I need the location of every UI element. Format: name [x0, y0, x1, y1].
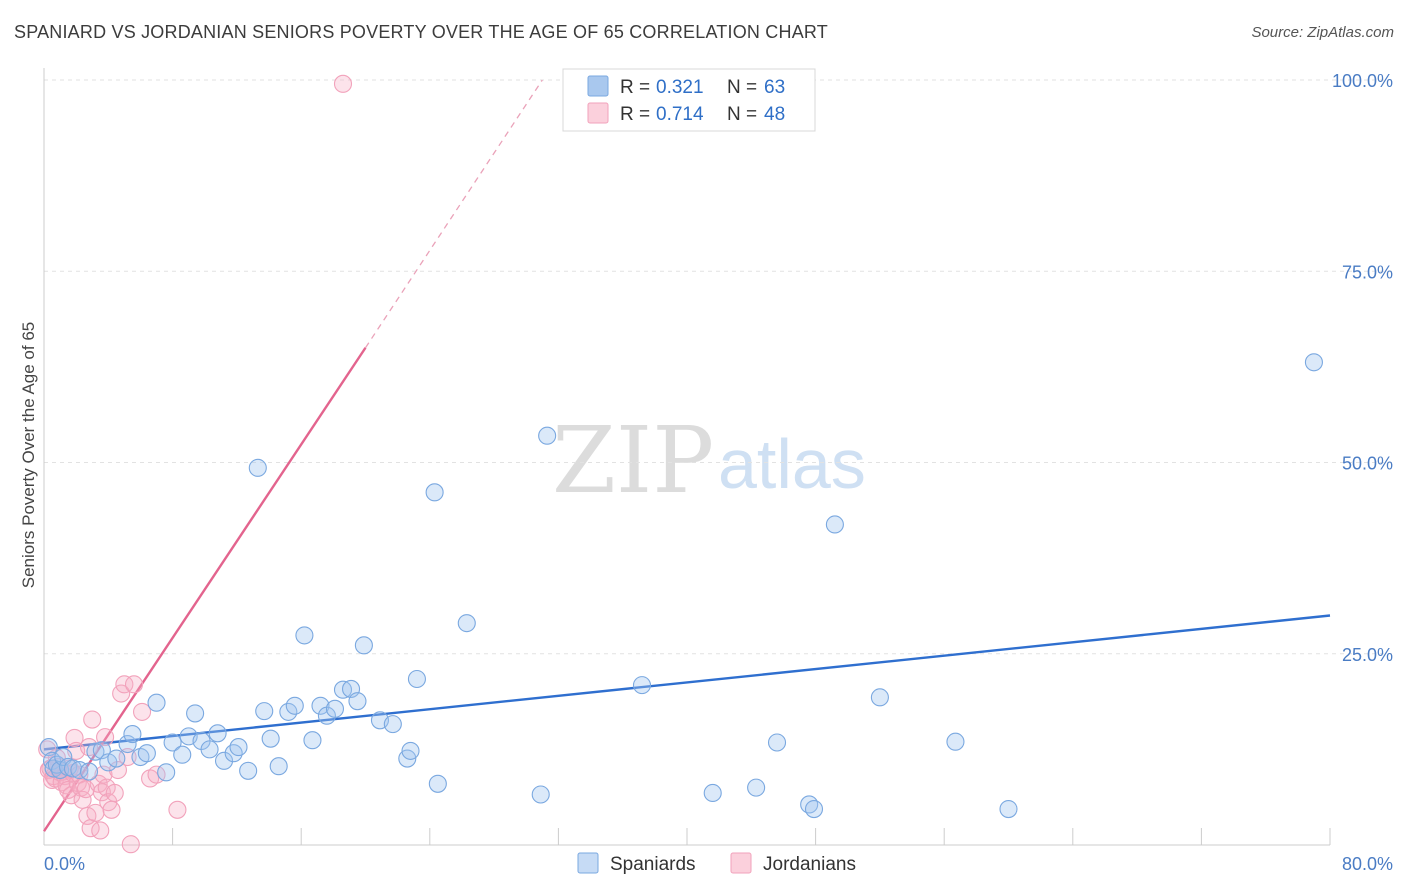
- spaniards-trend-line: [43, 614, 1331, 751]
- spaniard-point: [147, 693, 166, 712]
- watermark-atlas: atlas: [718, 425, 866, 503]
- jordanian-point: [115, 675, 134, 694]
- spaniard-point: [804, 799, 824, 819]
- spaniard-point: [214, 751, 234, 770]
- legend-swatch-spaniards: [587, 75, 609, 97]
- spaniard-point: [999, 799, 1018, 819]
- spaniard-point: [137, 744, 156, 763]
- y-tick-label: 50.0%: [1342, 454, 1393, 474]
- spaniard-point: [229, 738, 248, 757]
- spaniard-point: [870, 688, 889, 707]
- data-points: [38, 74, 1323, 854]
- chart-title: SPANIARD VS JORDANIAN SENIORS POVERTY OV…: [14, 22, 828, 42]
- spaniard-point: [428, 774, 447, 793]
- spaniard-point: [747, 778, 766, 797]
- y-tick-label: 100.0%: [1332, 71, 1393, 91]
- trend-lines: [43, 79, 1331, 832]
- spaniard-point: [70, 760, 89, 780]
- jordanian-point: [118, 747, 137, 767]
- legend-n-label: N =: [727, 104, 757, 125]
- spaniard-point: [407, 669, 426, 689]
- source-credit: Source: ZipAtlas.com: [1251, 24, 1394, 41]
- spaniard-point: [107, 749, 126, 768]
- axes: [43, 68, 1331, 846]
- spaniard-point: [123, 725, 142, 744]
- spaniard-point: [86, 742, 105, 761]
- legend-r-label: R =: [620, 77, 650, 98]
- spaniard-point: [261, 729, 280, 748]
- jordanian-point: [65, 728, 84, 747]
- spaniard-point: [200, 740, 219, 759]
- y-tick-label: 25.0%: [1342, 645, 1393, 665]
- spaniard-point: [401, 741, 420, 760]
- spaniard-point: [946, 732, 965, 751]
- watermark-zip: ZIP: [552, 407, 714, 514]
- legend-series-name: Jordanians: [763, 854, 856, 875]
- jordanian-point: [124, 675, 144, 694]
- spaniard-point: [163, 733, 182, 752]
- legend-swatch-jordanians: [587, 102, 609, 124]
- spaniard-point: [703, 783, 722, 803]
- x-tick-label: 0.0%: [44, 854, 85, 874]
- spaniard-point: [255, 702, 274, 721]
- spaniard-point: [239, 761, 258, 780]
- jordanian-point: [108, 760, 127, 780]
- spaniard-point: [186, 704, 205, 723]
- spaniard-point: [425, 483, 444, 502]
- jordanian-point: [91, 821, 110, 840]
- spaniard-point: [325, 699, 345, 718]
- jordanian-point: [333, 74, 353, 93]
- spaniard-point: [457, 614, 476, 633]
- spaniard-point: [303, 731, 322, 750]
- legend-n-value: 48: [764, 104, 785, 125]
- spaniard-point: [269, 757, 288, 776]
- y-axis-label: Seniors Poverty Over the Age of 65: [19, 322, 38, 588]
- jordanian-point: [168, 800, 187, 819]
- legend-n-value: 63: [764, 77, 785, 98]
- legend-r-label: R =: [620, 104, 650, 125]
- spaniard-point: [79, 762, 99, 781]
- spaniard-point: [173, 745, 192, 764]
- spaniard-point: [538, 426, 557, 445]
- gridlines: [44, 79, 1392, 655]
- spaniard-point: [767, 733, 787, 752]
- spaniard-point: [531, 785, 550, 804]
- spaniard-point: [825, 515, 844, 534]
- jordanian-point: [83, 710, 102, 729]
- x-tick-label: 80.0%: [1342, 854, 1393, 874]
- jordanians-trend-extension: [364, 79, 543, 349]
- jordanian-point: [105, 783, 124, 803]
- jordanian-point: [133, 702, 152, 721]
- spaniard-point: [208, 724, 227, 743]
- spaniard-point: [1304, 353, 1323, 372]
- spaniard-point: [632, 676, 652, 695]
- spaniard-point: [39, 738, 58, 757]
- spaniard-point: [383, 715, 402, 734]
- legend-r-value: 0.321: [656, 77, 704, 98]
- legend-swatch-jordanians: [730, 852, 752, 874]
- spaniard-point: [118, 734, 137, 754]
- jordanian-point: [121, 835, 140, 854]
- y-tick-label: 75.0%: [1342, 262, 1393, 282]
- legend-series-name: Spaniards: [610, 854, 696, 875]
- spaniard-point: [157, 763, 176, 782]
- spaniard-point: [295, 626, 314, 645]
- jordanian-point: [102, 800, 121, 819]
- spaniard-point: [311, 696, 330, 715]
- legend-r-value: 0.714: [656, 104, 704, 125]
- spaniard-point: [348, 692, 367, 711]
- legend-swatch-spaniards: [577, 852, 599, 874]
- spaniard-point: [224, 744, 243, 763]
- spaniard-point: [354, 636, 373, 655]
- jordanians-trend-line: [43, 347, 367, 832]
- stats-legend: R = 0.321 N = 63 R = 0.714 N = 48: [562, 68, 816, 132]
- spaniard-point: [285, 696, 304, 715]
- legend-n-label: N =: [727, 77, 757, 98]
- series-legend: Spaniards Jordanians: [577, 852, 856, 875]
- spaniard-point: [248, 458, 267, 477]
